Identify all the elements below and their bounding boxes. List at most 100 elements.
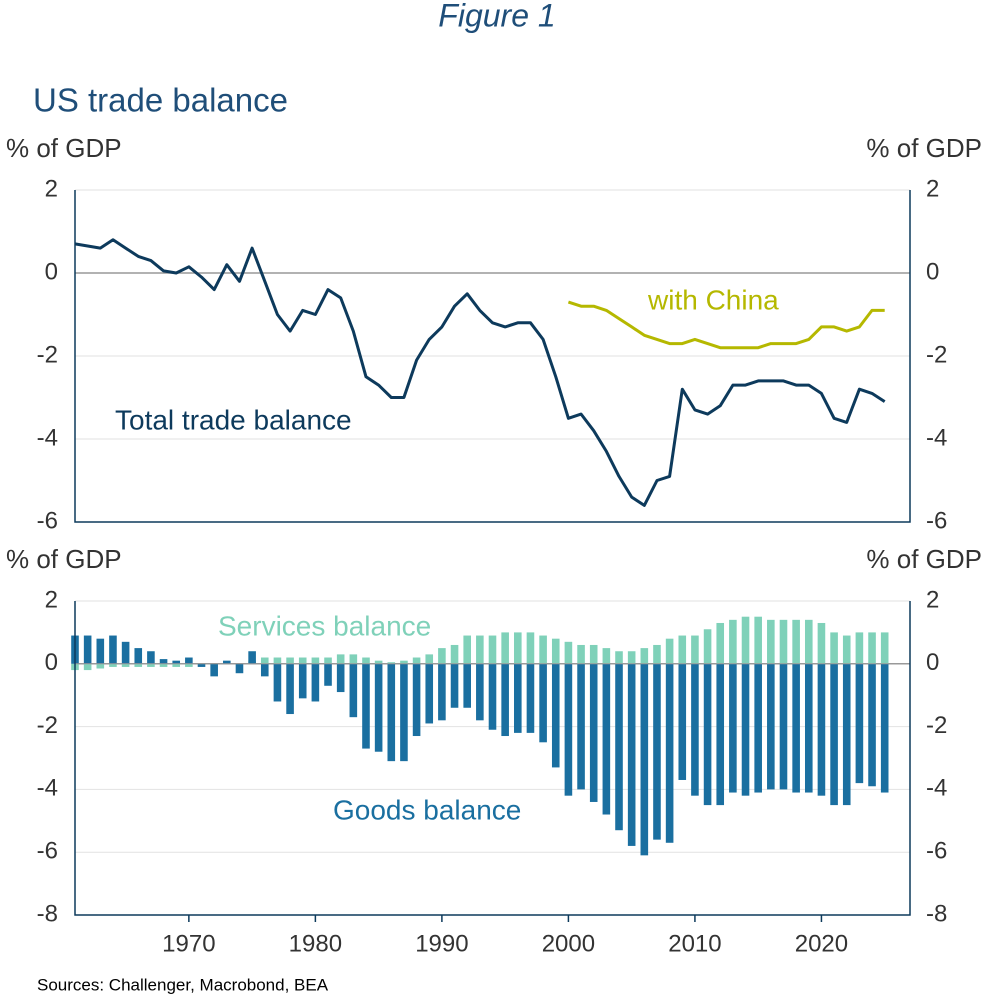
y2-tick-label: -6 <box>926 507 947 534</box>
bar <box>665 638 674 664</box>
bar <box>438 648 446 664</box>
y-axis-label: % of GDP <box>6 544 122 574</box>
bar <box>463 635 471 664</box>
bar <box>362 657 370 664</box>
bar <box>286 663 294 715</box>
bar <box>665 663 674 843</box>
y2-tick-label: 0 <box>926 649 939 676</box>
y-tick-label: -2 <box>37 712 58 739</box>
bar <box>640 663 649 856</box>
bar <box>830 632 838 664</box>
bar <box>539 663 547 743</box>
bar <box>855 663 864 784</box>
bar <box>147 651 155 664</box>
bar <box>298 657 307 664</box>
bar <box>273 663 282 702</box>
bar <box>83 663 92 671</box>
y-tick-label: 2 <box>45 586 58 613</box>
bar <box>602 663 611 815</box>
y2-tick-label: -6 <box>926 838 947 865</box>
bar <box>868 663 876 787</box>
bar <box>476 663 484 721</box>
chart-title: US trade balance <box>33 82 288 119</box>
bar <box>729 619 737 664</box>
bar <box>412 657 421 664</box>
y2-tick-label: 0 <box>926 258 939 285</box>
bar <box>109 635 117 664</box>
bar <box>324 663 332 686</box>
series-label: Goods balance <box>333 794 521 825</box>
bar <box>716 622 725 664</box>
bar <box>501 632 509 664</box>
bar <box>147 663 155 667</box>
bar <box>842 663 851 806</box>
bar <box>653 644 661 664</box>
bar <box>83 635 92 664</box>
bar <box>615 663 623 831</box>
bar <box>400 660 408 664</box>
bar <box>298 663 307 699</box>
bar <box>842 635 851 664</box>
bar <box>564 663 573 796</box>
bar <box>109 663 117 667</box>
bar <box>754 616 762 664</box>
bar <box>210 663 218 677</box>
bar <box>488 635 497 664</box>
bar <box>362 663 370 749</box>
bar <box>779 663 788 790</box>
bar <box>273 657 282 664</box>
bar <box>627 663 636 846</box>
bar <box>551 663 560 768</box>
bar <box>438 663 446 721</box>
bar <box>653 663 661 840</box>
bar <box>703 629 712 664</box>
x-tick-label: 2010 <box>668 930 721 957</box>
bar <box>450 644 459 664</box>
y2-tick-label: -4 <box>926 424 947 451</box>
y2-tick-label: 2 <box>926 586 939 613</box>
bar <box>589 644 598 664</box>
bar <box>311 663 320 702</box>
bar <box>185 657 193 664</box>
bar <box>602 648 611 664</box>
bar <box>514 632 522 664</box>
bar <box>564 641 573 664</box>
y2-tick-label: -2 <box>926 341 947 368</box>
y-tick-label: 0 <box>45 258 58 285</box>
bar <box>804 619 813 664</box>
y2-axis-label: % of GDP <box>866 544 982 574</box>
bar <box>488 663 497 730</box>
bar <box>767 663 775 790</box>
bar <box>425 663 434 724</box>
bar <box>577 644 585 664</box>
bar <box>817 663 826 796</box>
y-tick-label: -4 <box>37 424 58 451</box>
line-series <box>567 300 885 350</box>
bar <box>476 635 484 664</box>
bar <box>741 616 750 664</box>
bar <box>185 663 193 667</box>
bar <box>539 635 547 664</box>
bar <box>817 622 826 664</box>
series-label: with China <box>647 284 779 315</box>
bar <box>880 632 889 664</box>
bar <box>172 663 181 667</box>
bar <box>767 619 775 664</box>
bar <box>716 663 725 806</box>
y2-tick-label: -2 <box>926 712 947 739</box>
y2-tick-label: -8 <box>926 900 947 927</box>
bar <box>260 663 269 677</box>
bar <box>235 663 244 674</box>
bar <box>286 657 294 664</box>
bar <box>703 663 712 806</box>
y2-tick-label: -4 <box>926 775 947 802</box>
line-series <box>74 238 886 507</box>
bar <box>691 663 699 796</box>
y-tick-label: 2 <box>45 175 58 202</box>
bar <box>223 660 231 664</box>
y-tick-label: -4 <box>37 775 58 802</box>
bar <box>589 663 598 802</box>
bar <box>96 663 105 669</box>
bar <box>627 651 636 664</box>
